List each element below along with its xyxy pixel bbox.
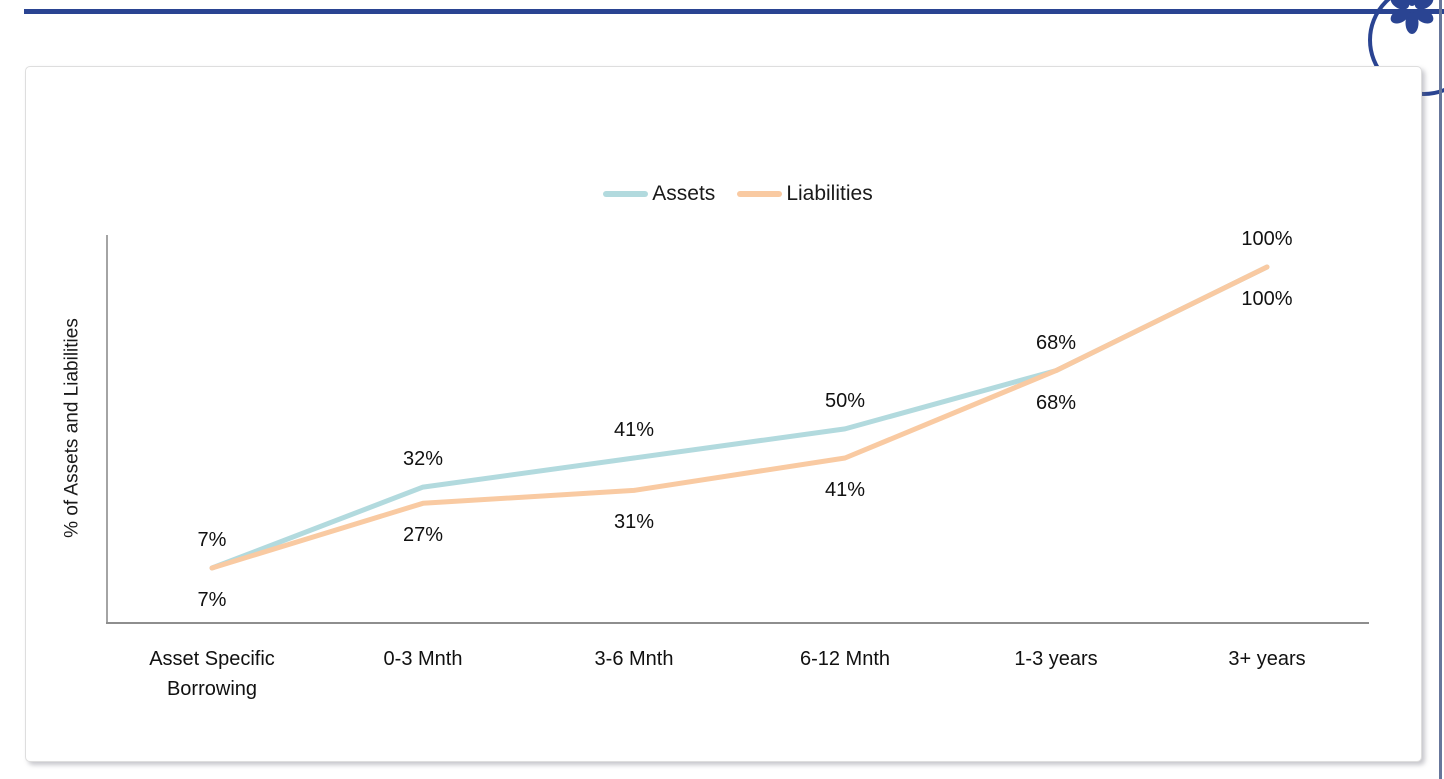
- x-axis-label: 3+ years: [1228, 648, 1306, 670]
- assets-point-label: 41%: [613, 419, 655, 441]
- x-axis-label: 0-3 Mnth: [383, 648, 463, 670]
- logo-flower-petals: [1390, 0, 1434, 34]
- liabilities-point-label: 7%: [197, 589, 227, 611]
- chart-legend: Assets Liabilities: [107, 179, 1369, 209]
- x-axis-label: Asset Specific Borrowing: [149, 648, 275, 700]
- flower-asterisk-icon: [1368, 0, 1444, 96]
- x-axis-label: 6-12 Mnth: [799, 648, 891, 670]
- liabilities-point-label: 41%: [824, 479, 866, 501]
- y-axis-title: % of Assets and Liabilities: [61, 318, 83, 538]
- assets-point-label: 7%: [197, 529, 227, 551]
- assets-point-label: 32%: [402, 448, 444, 470]
- legend-label: Liabilities: [786, 182, 873, 205]
- legend-swatch-assets: [603, 191, 649, 197]
- assets-point-label: 100%: [1241, 228, 1293, 250]
- header-rule: [24, 9, 1444, 14]
- logo-circle: [1368, 0, 1444, 96]
- page-edge-line: [1439, 0, 1442, 779]
- legend-item-liabilities: Liabilities: [737, 182, 873, 206]
- x-axis-label: 3-6 Mnth: [594, 648, 674, 670]
- x-axis-label: 1-3 years: [1014, 648, 1098, 670]
- legend-swatch-liabilities: [737, 191, 783, 197]
- liabilities-point-label: 100%: [1241, 288, 1293, 310]
- assets-point-label: 68%: [1035, 332, 1077, 354]
- liabilities-point-label: 68%: [1035, 392, 1077, 414]
- liabilities-point-label: 27%: [402, 524, 444, 546]
- liabilities-point-label: 31%: [613, 511, 655, 533]
- assets-point-label: 50%: [824, 390, 866, 412]
- legend-label: Assets: [652, 182, 716, 205]
- legend-item-assets: Assets: [603, 182, 715, 206]
